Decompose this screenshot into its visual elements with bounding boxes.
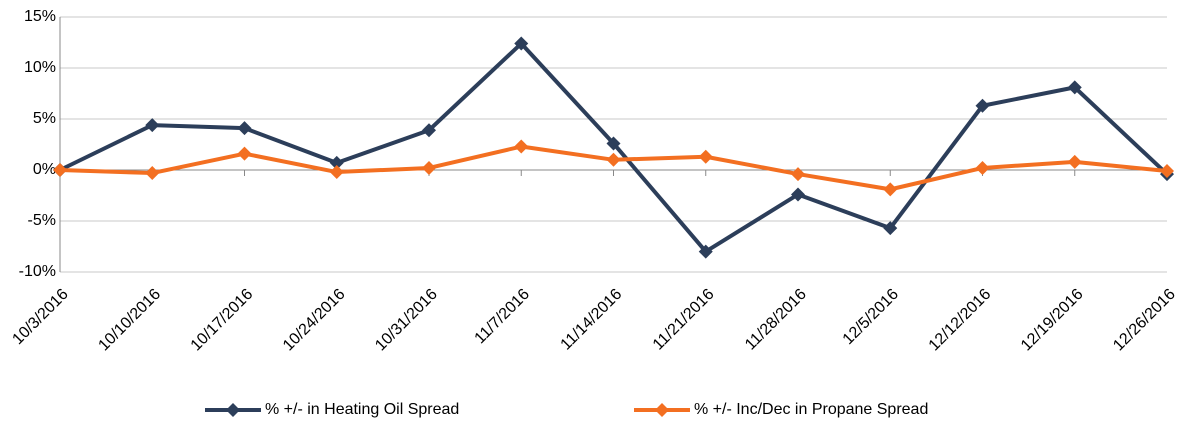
x-tick-label: 12/12/2016 bbox=[926, 286, 995, 355]
data-point bbox=[514, 36, 529, 51]
data-point bbox=[53, 163, 67, 177]
data-point bbox=[975, 98, 990, 113]
data-point bbox=[883, 221, 898, 236]
y-tick-label: 0% bbox=[33, 161, 56, 178]
y-tick-label: -5% bbox=[28, 212, 56, 229]
data-point bbox=[422, 123, 436, 138]
x-tick-label: 10/3/2016 bbox=[9, 286, 71, 348]
x-tick-label: 10/31/2016 bbox=[372, 286, 441, 355]
data-point bbox=[1160, 164, 1174, 179]
x-tick-label: 11/28/2016 bbox=[742, 286, 810, 354]
y-tick-label: 10% bbox=[24, 59, 56, 76]
data-point bbox=[1067, 80, 1082, 95]
x-tick-label: 10/10/2016 bbox=[95, 286, 164, 355]
legend-label: % +/- Inc/Dec in Propane Spread bbox=[694, 401, 928, 418]
x-tick-label: 10/17/2016 bbox=[188, 286, 257, 355]
data-point bbox=[883, 182, 898, 197]
legend-marker bbox=[655, 403, 669, 417]
data-point bbox=[698, 149, 713, 164]
y-tick-label: 15% bbox=[24, 8, 56, 25]
data-point bbox=[145, 118, 160, 133]
data-point bbox=[606, 152, 621, 167]
data-point bbox=[514, 139, 529, 154]
x-tick-label: 11/14/2016 bbox=[558, 286, 626, 354]
x-tick-label: 12/26/2016 bbox=[1110, 286, 1179, 355]
data-point bbox=[145, 166, 160, 181]
x-tick-label: 10/24/2016 bbox=[280, 286, 349, 355]
data-point bbox=[1067, 154, 1082, 169]
data-point bbox=[975, 160, 990, 175]
x-tick-label: 11/21/2016 bbox=[650, 286, 718, 354]
data-point bbox=[791, 187, 805, 202]
y-tick-label: -10% bbox=[19, 263, 56, 280]
data-point bbox=[329, 155, 344, 170]
legend-marker bbox=[226, 403, 240, 417]
x-tick-label: 11/7/2016 bbox=[472, 286, 534, 348]
x-tick-label: 12/19/2016 bbox=[1018, 286, 1087, 355]
y-tick-label: 5% bbox=[33, 110, 56, 127]
data-point bbox=[329, 165, 344, 180]
legend-label: % +/- in Heating Oil Spread bbox=[265, 401, 459, 418]
data-point bbox=[237, 121, 252, 136]
data-point bbox=[606, 136, 621, 151]
data-point bbox=[237, 146, 252, 161]
data-point bbox=[422, 160, 436, 175]
data-point bbox=[698, 244, 713, 259]
data-point bbox=[791, 167, 805, 182]
x-tick-label: 12/5/2016 bbox=[840, 286, 902, 348]
